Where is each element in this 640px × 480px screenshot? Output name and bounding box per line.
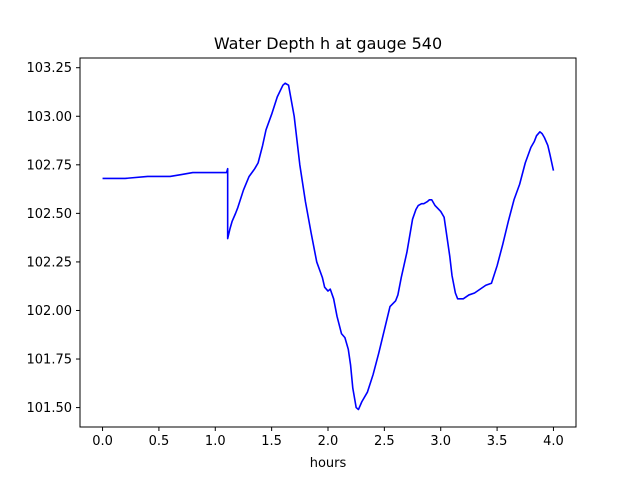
x-tick-label: 2.0 bbox=[318, 434, 339, 449]
x-tick-label: 3.0 bbox=[430, 434, 451, 449]
chart-title: Water Depth h at gauge 540 bbox=[214, 34, 442, 53]
x-tick-label: 0.5 bbox=[149, 434, 170, 449]
series-line-0 bbox=[102, 82, 555, 411]
x-tick-label: 3.5 bbox=[487, 434, 508, 449]
y-tick-label: 101.50 bbox=[27, 401, 73, 416]
y-tick-label: 102.75 bbox=[27, 158, 73, 173]
plot-frame bbox=[79, 57, 577, 428]
x-tick-label: 2.5 bbox=[374, 434, 395, 449]
axes: 0.0 0.5 1.0 1.5 2.0 2.5 3.0 3.5 4.0 101.50 101.75 1… bbox=[27, 57, 577, 449]
x-tick-label: 0.0 bbox=[92, 434, 113, 449]
y-tick-label: 103.25 bbox=[27, 61, 73, 76]
y-tick-label: 102.50 bbox=[27, 207, 73, 222]
y-tick-label: 102.00 bbox=[27, 304, 73, 319]
plot-area bbox=[102, 82, 555, 411]
y-tick-label: 101.75 bbox=[27, 353, 73, 368]
x-tick-label: 1.5 bbox=[261, 434, 282, 449]
x-axis-label: hours bbox=[310, 456, 347, 471]
x-tick-label: 1.0 bbox=[205, 434, 226, 449]
x-tick-label: 4.0 bbox=[543, 434, 564, 449]
y-tick-label: 102.25 bbox=[27, 255, 73, 270]
y-tick-label: 103.00 bbox=[27, 110, 73, 125]
